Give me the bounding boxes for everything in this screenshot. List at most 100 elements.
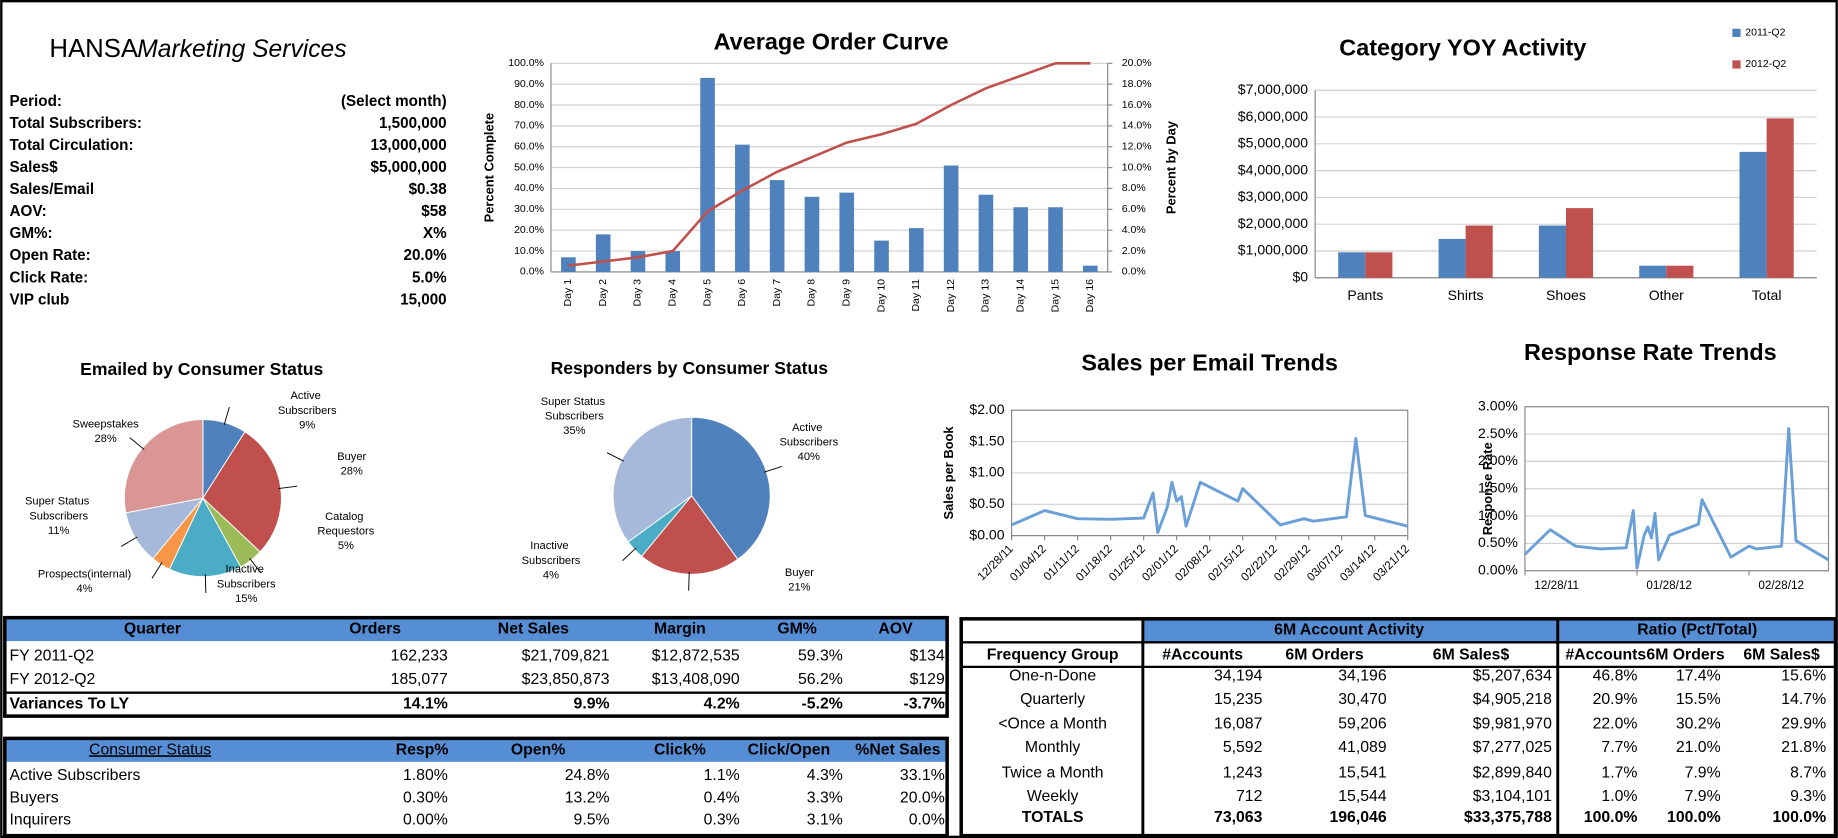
bar — [630, 251, 646, 272]
y-tick-label: 100.0% — [508, 57, 544, 69]
x-tick-label: Total — [1752, 287, 1782, 303]
summary-label: GM%: — [10, 225, 53, 242]
chart-title: Responders by Consumer Status — [551, 358, 829, 378]
chart-title: Category YOY Activity — [1339, 34, 1586, 60]
y2-tick-label: 2.0% — [1122, 245, 1146, 257]
pie-value-label: 15% — [235, 593, 257, 605]
y2-tick-label: 10.0% — [1122, 161, 1152, 173]
table-cell: 196,046 — [1329, 809, 1386, 826]
legend-label: 2011-Q2 — [1745, 27, 1785, 39]
y-tick-label: 0.50% — [1478, 534, 1518, 550]
summary-label: VIP club — [10, 291, 70, 308]
y-tick-label: 40.0% — [514, 182, 544, 194]
summary-label: Open Rate: — [10, 247, 91, 264]
table-cell: 33.1% — [900, 767, 945, 784]
y2-tick-label: 4.0% — [1122, 224, 1146, 236]
table-header-bg — [1558, 618, 1836, 643]
y-tick-label: $1,000,000 — [1238, 242, 1308, 258]
bar — [874, 240, 889, 272]
x-tick-label: Shoes — [1546, 287, 1586, 303]
table-cell: 22.0% — [1593, 715, 1638, 732]
x-tick-label: Day 1 — [562, 279, 574, 307]
table-cell: 1,243 — [1223, 765, 1263, 782]
table-cell: 56.2% — [798, 671, 843, 688]
summary-value: 5.0% — [412, 269, 447, 286]
x-tick-label: Day 6 — [736, 279, 748, 307]
pie-label: Active Subscribers — [278, 390, 337, 417]
table-cell: FY 2011-Q2 — [10, 648, 95, 665]
chart-title: Response Rate Trends — [1524, 339, 1777, 365]
table-cell: 14.7% — [1781, 691, 1826, 708]
bar — [1565, 208, 1594, 278]
table-cell: Quarterly — [1020, 691, 1085, 708]
pie-label: Prospects(internal) — [38, 568, 132, 580]
table-header: Frequency Group — [987, 646, 1119, 663]
x-tick-label: 01/28/12 — [1646, 579, 1692, 592]
y-tick-label: 50.0% — [514, 161, 544, 173]
y-axis-title: Sales per Book — [941, 426, 956, 520]
bar — [1048, 207, 1063, 272]
pie-value-label: 40% — [798, 451, 820, 463]
bar — [1438, 238, 1466, 278]
x-tick-label: Day 3 — [632, 279, 644, 307]
table-cell: FY 2012-Q2 — [10, 671, 96, 688]
summary-value: 15,000 — [400, 291, 447, 308]
leader-line — [606, 452, 624, 462]
table-cell: 9.3% — [1790, 788, 1826, 805]
table-cell: 1.80% — [403, 767, 448, 784]
summary-label: Sales$ — [10, 159, 59, 176]
table-group-header: Ratio (Pct/Total) — [1637, 622, 1757, 639]
y-tick-label: $0 — [1292, 268, 1308, 284]
summary-value: (Select month) — [341, 93, 447, 110]
table-cell: 0.3% — [704, 812, 740, 829]
table-cell: 4.3% — [807, 767, 843, 784]
table-cell: 15.5% — [1676, 691, 1721, 708]
table-header-bg — [4, 738, 948, 762]
table-cell: 20.9% — [1593, 691, 1638, 708]
table-border — [3, 736, 949, 838]
summary-label: Period: — [10, 93, 62, 110]
table-header: Quarter — [124, 621, 181, 638]
table-cell: 59.3% — [798, 648, 843, 665]
y2-tick-label: 6.0% — [1122, 203, 1146, 215]
table-cell: 1.1% — [704, 767, 740, 784]
bar — [1538, 225, 1566, 278]
bar — [1739, 151, 1767, 278]
table-group-header: 6M Account Activity — [1274, 622, 1424, 639]
bar — [978, 194, 994, 272]
table-cell: $134 — [910, 648, 945, 665]
table-cell: <Once a Month — [998, 715, 1107, 732]
chart-title: Sales per Email Trends — [1081, 350, 1338, 376]
table-header-bg — [4, 617, 948, 642]
summary-value: $5,000,000 — [371, 159, 447, 176]
table-cell: 73,063 — [1214, 809, 1263, 826]
consumer-status-link[interactable]: Consumer Status — [89, 741, 211, 758]
table-cell: 100.0% — [1773, 809, 1827, 826]
y-tick-label: $7,000,000 — [1238, 81, 1308, 97]
table-cell: TOTALS — [1022, 809, 1084, 826]
summary-label: Sales/Email — [10, 181, 95, 198]
table-cell: Buyers — [10, 789, 59, 806]
y-tick-label: 3.00% — [1478, 397, 1518, 413]
y-tick-label: $6,000,000 — [1238, 108, 1308, 124]
y-tick-label: $0.00 — [969, 526, 1004, 542]
pie-value-label: 9% — [299, 419, 315, 431]
pie-label: Buyer — [785, 567, 814, 579]
y-tick-label: 70.0% — [514, 120, 544, 132]
pie-label: Inactive Subscribers — [522, 540, 581, 567]
table-cell: $13,408,090 — [652, 671, 740, 688]
table-cell: Active Subscribers — [10, 767, 141, 784]
summary-value: 20.0% — [404, 247, 448, 264]
table-cell: 15.6% — [1781, 667, 1826, 684]
chart-title: Emailed by Consumer Status — [80, 359, 323, 379]
bar — [1666, 265, 1694, 278]
table-cell: One-n-Done — [1009, 667, 1096, 684]
table-cell: Variances To LY — [10, 696, 130, 713]
table-cell: 7.9% — [1685, 765, 1721, 782]
table-cell: 7.9% — [1685, 788, 1721, 805]
bar — [943, 165, 959, 272]
table-cell: 185,077 — [391, 671, 448, 688]
y2-axis-title: Percent by Day — [1164, 120, 1179, 214]
bar — [1013, 207, 1029, 272]
summary-value: X% — [423, 225, 447, 242]
